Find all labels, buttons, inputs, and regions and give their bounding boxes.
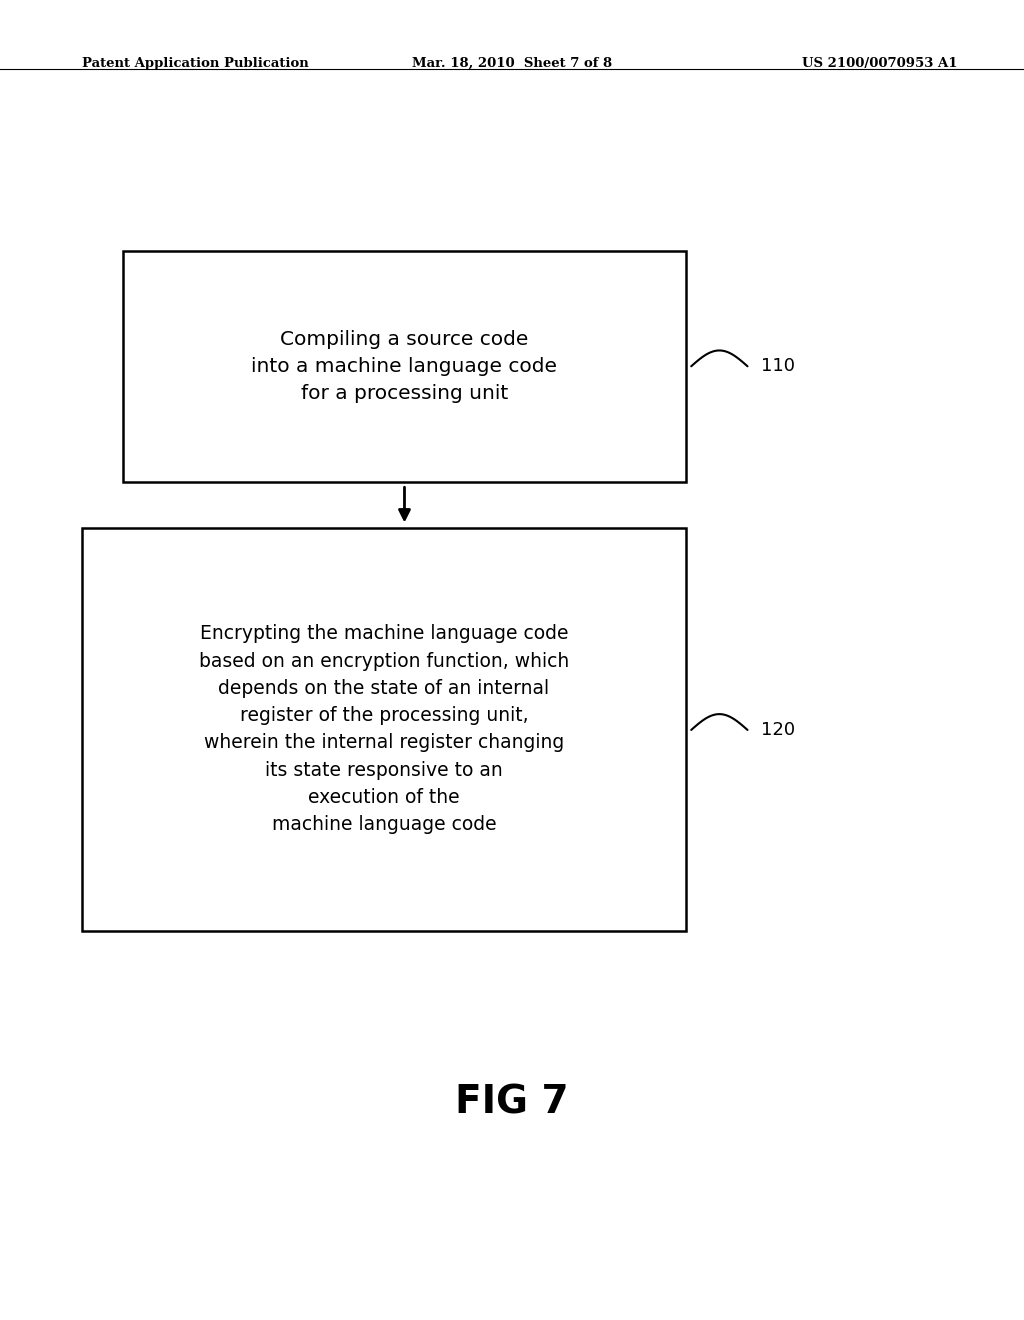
Text: Encrypting the machine language code
based on an encryption function, which
depe: Encrypting the machine language code bas… [199, 624, 569, 834]
Bar [82, 528, 686, 931]
Text: Compiling a source code
into a machine language code
for a processing unit: Compiling a source code into a machine l… [252, 330, 557, 403]
Text: Patent Application Publication: Patent Application Publication [82, 57, 308, 70]
Text: FIG 7: FIG 7 [456, 1084, 568, 1121]
Text: US 2100/0070953 A1: US 2100/0070953 A1 [802, 57, 957, 70]
Text: Mar. 18, 2010  Sheet 7 of 8: Mar. 18, 2010 Sheet 7 of 8 [412, 57, 612, 70]
Text: 120: 120 [761, 721, 795, 739]
Bar [123, 251, 686, 482]
Text: 110: 110 [761, 358, 795, 375]
